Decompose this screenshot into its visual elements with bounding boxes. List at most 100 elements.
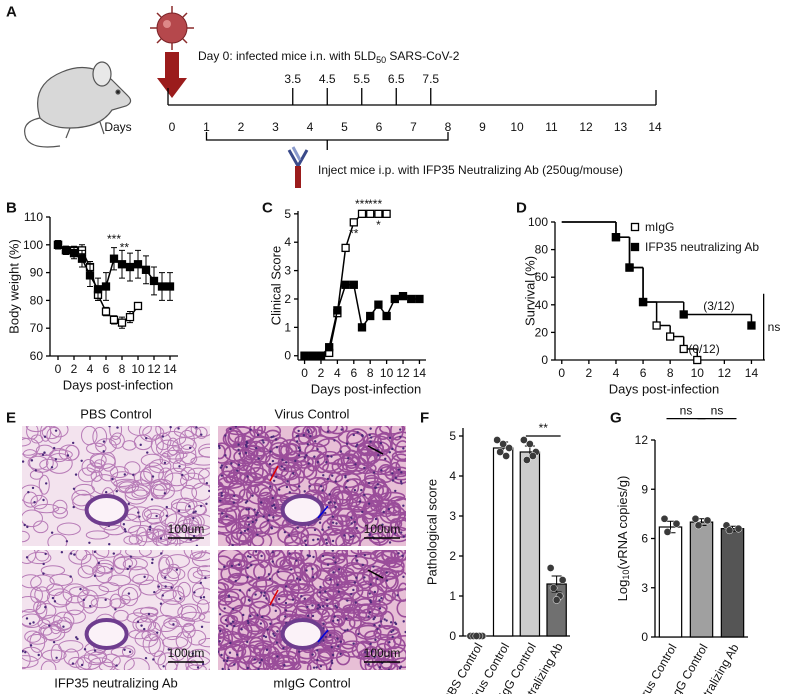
alveolar-wall xyxy=(86,462,104,473)
nucleus xyxy=(345,617,348,620)
x-tick-label: 2 xyxy=(71,362,78,376)
alveolar-wall xyxy=(85,530,110,540)
nucleus xyxy=(385,579,389,582)
nucleus xyxy=(143,575,146,579)
nucleus xyxy=(329,668,332,670)
alveolar-wall xyxy=(128,534,143,545)
nucleus xyxy=(192,511,195,514)
nucleus xyxy=(175,568,179,571)
alveolar-wall xyxy=(340,606,359,620)
nucleus xyxy=(357,632,360,636)
nucleus xyxy=(306,443,310,446)
alveolar-wall xyxy=(30,587,43,604)
alveolar-wall xyxy=(92,550,110,560)
nucleus xyxy=(380,469,383,472)
marker xyxy=(611,233,621,242)
nucleus xyxy=(367,481,371,485)
nucleus xyxy=(231,544,234,546)
alveolar-wall xyxy=(153,650,166,666)
alveolar-wall xyxy=(341,527,362,545)
marker xyxy=(308,351,317,360)
nucleus xyxy=(231,607,235,611)
nucleus xyxy=(325,598,329,602)
nucleus xyxy=(155,514,158,518)
y-tick-label: 1 xyxy=(449,589,456,603)
nucleus xyxy=(304,543,308,546)
nucleus xyxy=(311,604,314,607)
bronchiole xyxy=(280,618,325,650)
legend-label: IFP35 neutralizing Ab xyxy=(645,240,759,254)
nucleus xyxy=(192,534,196,538)
alveolar-wall xyxy=(169,647,186,662)
y-tick-label: 1 xyxy=(284,320,291,334)
alveolar-wall xyxy=(139,468,153,487)
alveolar-wall xyxy=(109,426,123,440)
nucleus xyxy=(381,523,384,526)
nucleus xyxy=(247,621,250,625)
nucleus xyxy=(352,642,355,645)
nucleus xyxy=(284,461,288,464)
injection-text: Inject mice i.p. with IFP35 Neutralizing… xyxy=(318,163,623,177)
marker xyxy=(149,276,159,286)
nucleus xyxy=(151,561,154,565)
nucleus xyxy=(181,473,184,477)
alveolar-wall xyxy=(187,648,210,667)
nucleus xyxy=(346,628,349,632)
nucleus xyxy=(223,565,226,569)
nucleus xyxy=(391,479,395,482)
nucleus xyxy=(160,552,163,555)
alveolar-wall xyxy=(257,497,272,516)
nucleus xyxy=(159,537,163,540)
nucleus xyxy=(22,460,25,463)
alveolar-wall xyxy=(68,656,84,668)
nucleus xyxy=(24,651,27,654)
nucleus xyxy=(60,551,64,554)
nucleus xyxy=(256,433,260,437)
nucleus xyxy=(82,598,86,602)
nucleus xyxy=(247,508,251,511)
marker xyxy=(341,243,350,253)
nucleus xyxy=(275,446,279,449)
nucleus xyxy=(385,619,388,622)
nucleus xyxy=(126,567,129,571)
alveolar-wall xyxy=(29,453,54,473)
nucleus xyxy=(328,634,332,637)
alveolar-wall xyxy=(376,649,394,670)
alveolar-wall xyxy=(336,507,356,527)
alveolar-wall xyxy=(110,432,125,449)
nucleus xyxy=(220,494,223,497)
nucleus xyxy=(288,491,292,494)
alveolar-wall xyxy=(367,494,381,508)
nucleus xyxy=(188,446,192,450)
day-label: 11 xyxy=(545,120,558,134)
y-tick-label: 60 xyxy=(30,349,44,363)
nucleus xyxy=(257,457,260,460)
panel-label: C xyxy=(262,200,273,217)
nucleus xyxy=(249,614,252,618)
alveolar-wall xyxy=(33,520,49,534)
nucleus xyxy=(232,624,236,628)
alveolar-wall xyxy=(271,570,295,586)
y-tick-label: 4 xyxy=(449,469,456,483)
nucleus xyxy=(32,621,35,624)
x-tick-label: 2 xyxy=(318,366,325,380)
nucleus xyxy=(296,577,299,580)
alveolar-wall xyxy=(63,609,86,624)
nucleus xyxy=(255,446,258,450)
alveolar-wall xyxy=(22,655,39,669)
alveolar-wall xyxy=(170,501,192,514)
nucleus xyxy=(303,597,306,600)
nucleus xyxy=(265,597,268,600)
nucleus xyxy=(284,609,288,612)
alveolar-wall xyxy=(218,442,232,464)
nucleus xyxy=(246,640,249,644)
alveolar-wall xyxy=(354,624,382,640)
nucleus xyxy=(353,489,357,492)
nucleus xyxy=(42,572,45,575)
nucleus xyxy=(397,552,400,555)
x-tick-label: 2 xyxy=(586,366,593,380)
nucleus xyxy=(321,489,324,492)
alveolar-wall xyxy=(109,466,129,479)
nucleus xyxy=(230,462,233,465)
alveolar-wall xyxy=(146,512,163,525)
